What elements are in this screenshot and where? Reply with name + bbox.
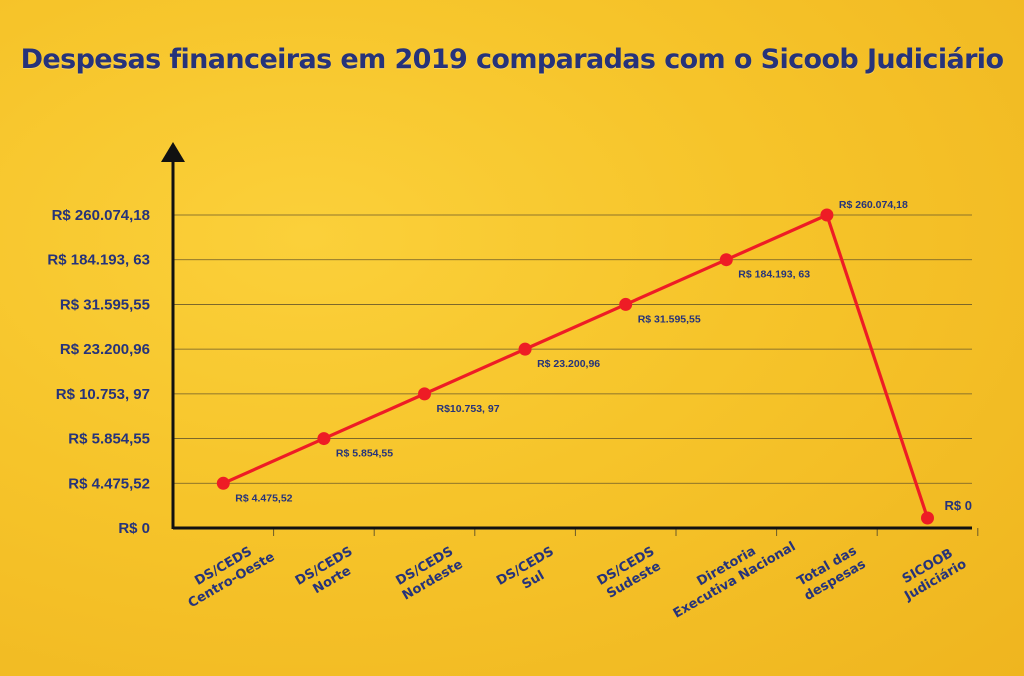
data-label: R$10.753, 97 (437, 403, 500, 415)
y-tick-label: R$ 5.854,55 (68, 431, 150, 448)
y-tick-label: R$ 31.595,55 (60, 296, 150, 313)
x-category-label-line: Executiva Nacional (671, 539, 799, 621)
data-label: R$ 4.475,52 (235, 492, 292, 504)
data-label: R$ 23.200,96 (537, 358, 600, 370)
y-axis-arrow (161, 142, 185, 162)
data-label: R$ 184.193, 63 (738, 269, 810, 281)
data-point (619, 297, 633, 311)
data-point (921, 511, 934, 525)
data-point (719, 253, 733, 267)
y-tick-label: R$ 260.074,18 (52, 207, 150, 224)
y-tick-label: R$ 10.753, 97 (56, 386, 150, 403)
series-line (222, 213, 930, 519)
data-label: R$ 0 (945, 498, 972, 513)
chart-title: Despesas financeiras em 2019 comparadas … (20, 44, 1004, 75)
data-label: R$ 31.595,55 (638, 313, 701, 325)
data-label: R$ 5.854,55 (336, 448, 393, 460)
data-point (317, 432, 331, 446)
y-tick-label: R$ 184.193, 63 (47, 252, 150, 269)
data-point (820, 208, 834, 222)
y-tick-label: R$ 4.475,52 (68, 475, 150, 492)
data-point (216, 476, 230, 490)
data-point (518, 342, 532, 356)
data-label: R$ 260.074,18 (839, 199, 908, 211)
y-tick-label: R$ 0 (118, 520, 150, 537)
y-tick-label: R$ 23.200,96 (60, 341, 150, 358)
data-point (418, 387, 431, 401)
